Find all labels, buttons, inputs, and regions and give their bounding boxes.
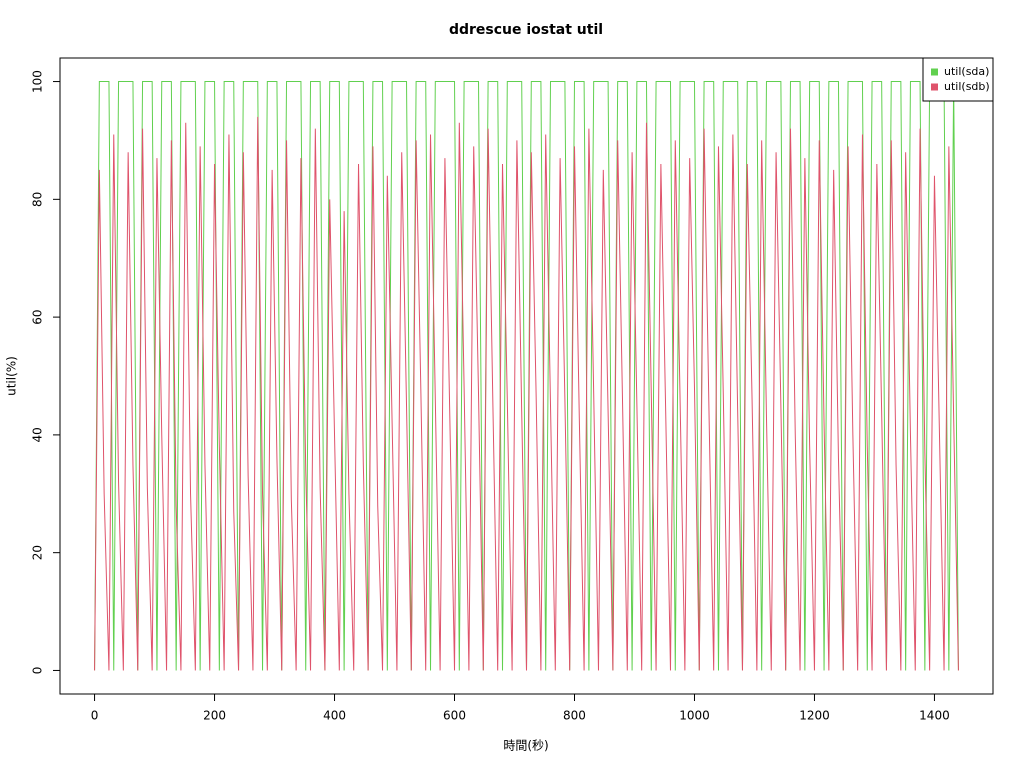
x-tick-label: 1200 (799, 709, 830, 723)
x-tick-label: 400 (323, 709, 346, 723)
y-tick-label: 100 (31, 70, 45, 93)
legend-swatch (931, 83, 938, 91)
y-tick-label: 80 (31, 192, 45, 207)
legend-label: util(sda) (944, 65, 989, 78)
x-tick-label: 200 (203, 709, 226, 723)
series-line (94, 81, 959, 671)
y-tick-label: 20 (31, 545, 45, 560)
legend-box (922, 57, 994, 102)
chart-title: ddrescue iostat util (449, 22, 603, 38)
y-tick-label: 40 (31, 427, 45, 442)
x-tick-label: 0 (91, 709, 99, 723)
x-tick-label: 800 (563, 709, 586, 723)
y-tick-label: 0 (31, 667, 45, 675)
y-axis-label: util(%) (5, 356, 19, 396)
legend-swatch (931, 68, 938, 76)
x-tick-label: 1000 (679, 709, 710, 723)
x-tick-label: 600 (443, 709, 466, 723)
x-tick-label: 1400 (919, 709, 950, 723)
x-axis-label: 時間(秒) (503, 739, 548, 753)
series-line (94, 116, 959, 671)
y-tick-label: 60 (31, 309, 45, 324)
legend-label: util(sdb) (944, 80, 990, 93)
